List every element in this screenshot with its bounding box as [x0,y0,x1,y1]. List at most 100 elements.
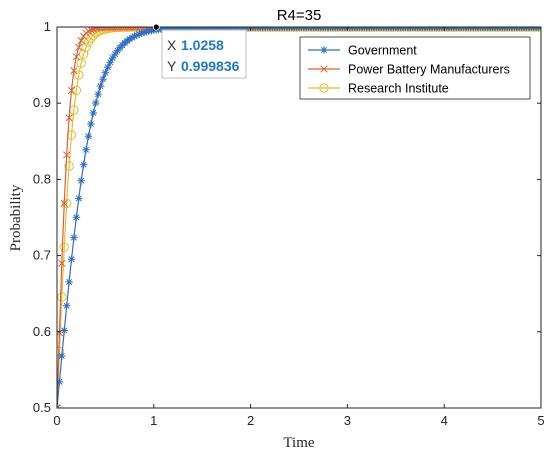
series-marker [82,145,90,154]
series-marker [388,27,399,32]
series-marker [463,27,474,32]
datatip-y-label: Y [167,58,177,74]
series-marker [61,198,72,209]
series-marker [260,27,270,32]
series-marker [434,27,445,32]
datatip-point[interactable] [152,23,160,31]
series-marker [67,86,76,95]
series-marker [74,194,83,203]
series-marker [137,29,146,37]
series-marker [258,27,268,32]
series-marker [420,27,430,32]
series-marker [497,27,507,32]
series-marker [84,132,93,141]
series-marker [262,27,273,32]
series-marker [337,27,348,32]
series-marker [111,50,119,58]
series-marker [59,242,69,252]
series-marker [270,27,280,32]
series-marker [87,27,95,34]
series-marker [287,27,297,32]
series-marker [379,27,389,32]
series-marker [391,27,401,32]
series-marker [432,27,442,32]
series-marker [417,27,428,32]
series-marker [77,176,85,185]
series-marker [529,27,539,32]
x-axis-label: Time [283,435,314,451]
x-tick-label: 2 [247,413,254,428]
series-marker [60,199,68,208]
series-marker [449,27,459,32]
series-marker [245,27,256,32]
legend-items: Government Power Battery Manufacturers Res… [308,44,510,96]
legend: Government Power Battery Manufacturers Res… [299,36,531,100]
series-marker [108,54,117,62]
series-marker [248,27,258,32]
series-marker [145,27,153,35]
series-marker [349,27,360,32]
series-marker [243,27,253,32]
series-marker [77,37,85,45]
series-marker [64,161,74,171]
series-marker [333,27,343,32]
series-marker [451,27,461,32]
series-marker [70,67,78,75]
y-tick-label: 1 [44,19,51,34]
series-marker [328,27,338,32]
y-tick-label: 0.9 [33,95,51,110]
series-marker [142,27,151,36]
series-marker [250,27,261,32]
series-marker [308,27,319,32]
series-marker [316,27,326,32]
series-marker [478,27,488,32]
series-marker [533,27,541,32]
series-marker [395,27,406,32]
series-marker [57,292,67,302]
series-marker [253,27,263,32]
series-marker [473,27,483,32]
legend-swatch-marker [320,65,328,73]
series-marker [405,27,416,32]
series-marker [72,213,81,222]
series-marker [91,28,101,38]
series-marker [415,27,425,32]
series-marker [79,160,88,169]
series-marker [325,27,336,32]
datatip-x-value: 1.0258 [181,37,224,53]
series-marker [330,27,340,32]
series-marker [135,30,144,38]
series-marker [272,27,282,32]
series-marker [516,27,527,32]
legend-swatch-marker [320,46,328,54]
legend-label: Government [348,44,417,58]
series-marker [357,27,367,32]
y-axis-label: Probability [8,184,24,251]
series-marker [369,27,379,32]
series-marker [521,27,532,32]
series-marker [279,27,290,32]
series-marker [277,27,287,32]
series-marker [347,27,357,32]
series-marker [500,27,510,32]
series-marker [427,27,437,32]
series-marker [468,27,478,32]
series-marker [412,27,423,32]
series-marker [485,27,495,32]
series-marker [458,27,469,32]
series-marker [140,28,148,37]
series-marker [403,27,413,32]
datatip-y-value: 0.999836 [181,58,240,74]
series-marker [255,27,265,32]
legend-label: Power Battery Manufacturers [348,63,510,77]
series-marker [65,114,73,122]
series-marker [374,27,384,32]
series-marker [76,58,86,68]
series-marker [81,42,91,52]
series-marker [89,109,98,117]
series-marker [130,32,139,41]
series-marker [429,27,440,32]
datatip[interactable]: X 1.0258 Y 0.999836 [152,23,247,79]
series-marker [62,301,71,310]
y-tick-label: 0.8 [33,171,51,186]
